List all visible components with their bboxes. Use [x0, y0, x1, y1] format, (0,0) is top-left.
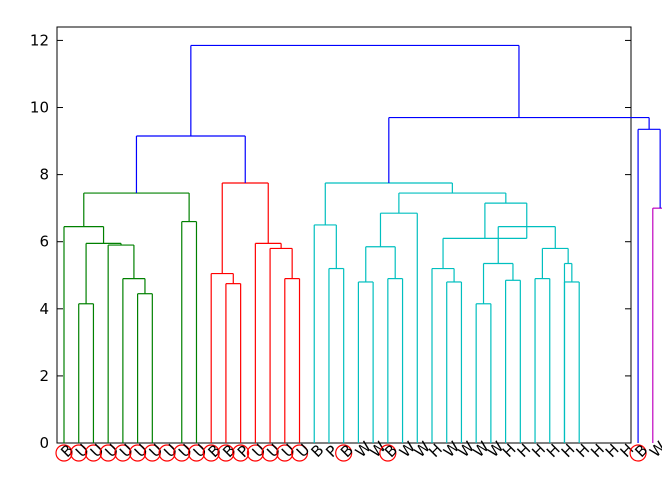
y-tick-label: 2 — [39, 367, 49, 385]
leaf-label: P — [322, 442, 341, 461]
y-tick-label: 10 — [30, 99, 49, 117]
y-tick-label: 12 — [30, 31, 49, 49]
leaf-highlight-circle — [70, 444, 88, 462]
leaf-highlight-circle — [290, 444, 309, 462]
leaf-label: P — [234, 442, 253, 461]
y-tick-label: 4 — [39, 300, 49, 318]
leaf-highlight-circle — [84, 444, 103, 462]
leaf-highlight-circle — [276, 444, 294, 462]
leaf-highlight-circle — [232, 444, 250, 462]
leaf-highlight-circle — [158, 444, 176, 462]
leaf-highlight-circle — [261, 444, 279, 462]
leaf-highlight-circle — [379, 444, 397, 462]
leaf-labels: BUUUUUUUUUBBPUUUUBPBWWBWWHWWWWHHHHHHHHHB… — [55, 438, 662, 462]
leaf-highlight-circle — [173, 444, 191, 462]
y-tick-label: 0 — [39, 434, 49, 452]
leaf-label: W — [661, 438, 662, 461]
dendrogram-links — [63, 44, 662, 443]
leaf-highlight-circle — [217, 444, 235, 462]
y-axis: 0 2 4 6 8 10 12 — [30, 31, 631, 452]
leaf-label: W — [646, 438, 662, 461]
leaf-highlight-circle — [99, 444, 117, 462]
leaf-highlight-circle — [335, 444, 353, 462]
leaf-highlight-circle — [143, 444, 161, 462]
y-tick-label: 8 — [39, 166, 49, 184]
y-tick-label: 6 — [39, 233, 49, 251]
leaf-highlight-circle — [55, 444, 73, 462]
leaf-highlight-circle — [114, 444, 132, 462]
leaf-highlight-circle — [629, 444, 647, 462]
leaf-highlight-circle — [202, 444, 220, 462]
leaf-highlight-circle — [187, 444, 206, 462]
leaf-highlight-circle — [129, 444, 147, 462]
leaf-highlight-circle — [246, 444, 264, 462]
